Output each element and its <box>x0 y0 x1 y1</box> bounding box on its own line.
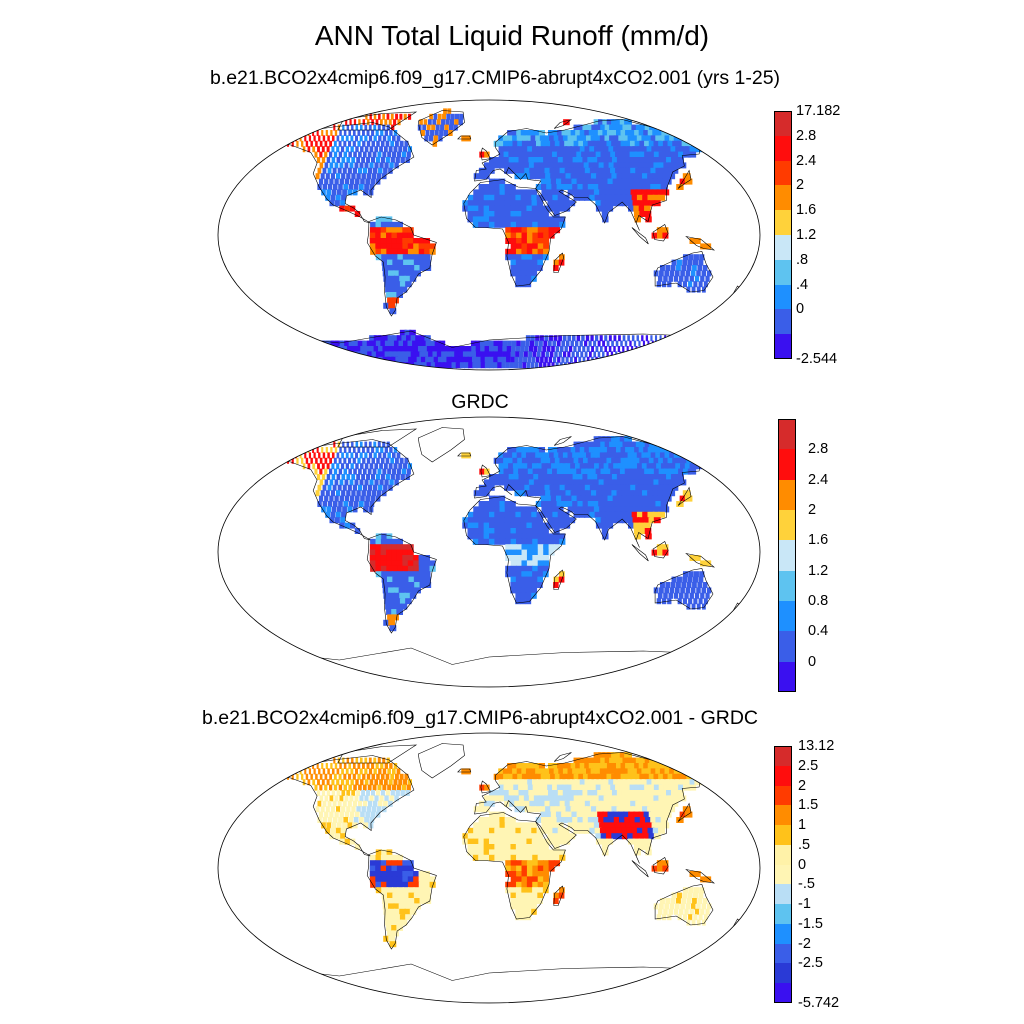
colorbar-swatch <box>774 334 792 360</box>
colorbar-swatch <box>774 904 792 925</box>
map-border <box>217 416 761 688</box>
colorbar-label: .5 <box>798 836 811 853</box>
map-grdc-runoff <box>217 416 761 688</box>
colorbar-label: -2 <box>798 935 811 952</box>
colorbar-swatch <box>774 160 792 186</box>
colorbar-swatch <box>774 135 792 162</box>
colorbar-swatch <box>778 601 796 632</box>
colorbar-swatch <box>774 963 792 984</box>
colorbar-swatch <box>774 111 792 137</box>
colorbar-label: 1 <box>798 817 807 834</box>
colorbar-label: 1.6 <box>796 202 817 219</box>
map-border <box>217 99 761 371</box>
map-border <box>217 732 761 1004</box>
colorbar-swatch <box>778 449 796 481</box>
panel-title-difference: b.e21.BCO2x4cmip6.f09_g17.CMIP6-abrupt4x… <box>201 707 759 729</box>
colorbar-label: -1 <box>798 896 811 913</box>
panel-title-model: b.e21.BCO2x4cmip6.f09_g17.CMIP6-abrupt4x… <box>209 67 781 89</box>
colorbar-outline <box>774 111 792 359</box>
colorbar-swatch <box>774 746 792 767</box>
colorbar-swatch <box>774 210 792 236</box>
colorbar-label: 0 <box>808 653 817 670</box>
colorbar-label: 2 <box>798 777 807 794</box>
colorbar-label: 0.4 <box>808 623 829 640</box>
colorbar-swatch <box>774 884 792 905</box>
colorbar-swatch <box>778 510 796 541</box>
colorbar-swatch <box>774 785 792 806</box>
colorbar-model: 17.182 2.8 2.4 2 1.6 1.2 .8 .4 0 -2.544 <box>774 103 854 367</box>
colorbar-grdc: 2.8 2.4 2 1.6 1.2 0.8 0.4 0 <box>778 419 858 693</box>
map-model-runoff <box>217 99 761 371</box>
colorbar-swatch <box>774 284 792 310</box>
colorbar-label: 2.8 <box>808 441 829 458</box>
colorbar-swatch <box>778 631 796 663</box>
colorbar-label: -.5 <box>798 876 815 893</box>
colorbar-label: .4 <box>796 276 809 293</box>
colorbar-label: .8 <box>796 251 809 268</box>
colorbar-swatch <box>778 540 796 572</box>
colorbar-label: -2.544 <box>796 351 838 367</box>
colorbar-label: 2.5 <box>798 757 819 774</box>
colorbar-swatch <box>774 235 792 261</box>
colorbar-label: 0 <box>796 301 805 318</box>
colorbar-swatch <box>778 479 796 511</box>
colorbar-swatch <box>774 309 792 335</box>
colorbar-label: -2.5 <box>798 955 823 972</box>
colorbar-label: 13.12 <box>798 738 835 754</box>
colorbar-label: 1.2 <box>796 227 817 243</box>
colorbar-label: 0 <box>798 856 807 873</box>
colorbar-label: 1.5 <box>798 797 819 814</box>
colorbar-swatch <box>774 805 792 826</box>
colorbar-label: -5.742 <box>798 995 840 1011</box>
coastlines <box>256 110 744 370</box>
colorbar-swatch <box>778 661 796 693</box>
panel-title-grdc: GRDC <box>451 391 509 413</box>
colorbar-label: 1.6 <box>808 532 829 549</box>
colorbar-label: 2 <box>796 177 805 194</box>
colorbar-outline <box>778 419 796 692</box>
land-grid <box>276 752 742 948</box>
colorbar-swatch <box>774 844 792 866</box>
colorbar-swatch <box>774 259 792 286</box>
colorbar-label: 2.4 <box>796 152 817 169</box>
colorbar-label: 2.8 <box>796 127 817 144</box>
colorbar-label: 1.2 <box>808 562 829 579</box>
colorbar-label: -1.5 <box>798 915 823 932</box>
colorbar-difference: 13.12 2.5 2 1.5 1.5 0 -.5 -1 -1.5 -2 -2.5 -5.742 <box>774 738 854 1011</box>
colorbar-outline <box>774 746 792 1003</box>
colorbar-swatch <box>774 943 792 964</box>
colorbar-swatch <box>774 983 792 1004</box>
colorbar-swatch <box>774 765 792 787</box>
colorbar-label: 0.8 <box>808 593 829 609</box>
colorbar-swatch <box>778 570 796 602</box>
colorbar-label: 2.4 <box>808 471 829 488</box>
colorbar-label: 17.182 <box>796 103 841 119</box>
coastlines <box>256 427 744 687</box>
colorbar-swatch <box>774 185 792 211</box>
figure-title: ANN Total Liquid Runoff (mm/d) <box>314 20 710 51</box>
colorbar-label: 2 <box>808 502 817 518</box>
colorbar-swatch <box>774 825 792 846</box>
colorbar-swatch <box>774 864 792 885</box>
colorbar-swatch <box>778 419 796 450</box>
colorbar-swatch <box>774 923 792 945</box>
map-difference-runoff <box>217 732 761 1004</box>
